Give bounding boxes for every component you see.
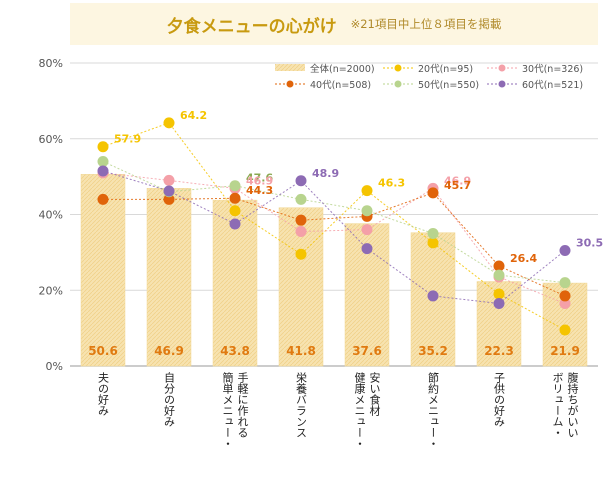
data-point bbox=[559, 277, 571, 289]
legend-marker bbox=[394, 80, 402, 88]
data-point bbox=[493, 260, 505, 272]
x-category-label: 手軽に作れる bbox=[236, 371, 249, 438]
data-point bbox=[493, 298, 505, 310]
x-category-label: 健康メニュー・ bbox=[353, 372, 366, 449]
bar-value-label: 50.6 bbox=[88, 344, 118, 358]
data-point bbox=[427, 227, 439, 239]
x-category-label: 腹持ちがいい bbox=[566, 371, 579, 438]
data-point bbox=[295, 193, 307, 205]
annotation-label: 26.4 bbox=[510, 252, 537, 265]
y-tick-label: 60% bbox=[39, 133, 63, 146]
annotation-label: 46.3 bbox=[378, 177, 405, 190]
data-point bbox=[229, 205, 241, 217]
bar-value-label: 43.8 bbox=[220, 344, 250, 358]
bar-value-label: 22.3 bbox=[484, 344, 514, 358]
x-category-label: 節約メニュー・ bbox=[427, 371, 440, 449]
data-point bbox=[163, 193, 175, 205]
x-category-label: 安い食材 bbox=[368, 371, 381, 416]
y-tick-label: 80% bbox=[39, 57, 63, 70]
annotation-label: 46.9 bbox=[444, 174, 471, 187]
x-category-label: 簡単メニュー・ bbox=[221, 371, 234, 449]
data-point bbox=[559, 324, 571, 336]
data-point bbox=[361, 205, 373, 217]
legend-label: 20代(n=95) bbox=[418, 64, 473, 75]
series-line bbox=[102, 122, 566, 331]
data-point bbox=[427, 237, 439, 249]
x-category-label: 自分の好み bbox=[163, 372, 176, 427]
y-tick-label: 0% bbox=[46, 360, 63, 373]
bar-value-label: 21.9 bbox=[550, 344, 580, 358]
bar bbox=[146, 188, 192, 367]
bar-value-label: 35.2 bbox=[418, 344, 448, 358]
annotation-label: 30.5 bbox=[576, 236, 603, 249]
data-point bbox=[97, 165, 109, 177]
series-line bbox=[103, 192, 566, 297]
series-line bbox=[102, 172, 566, 304]
x-category-label: 夫の好み bbox=[97, 372, 110, 416]
data-point bbox=[295, 248, 307, 260]
annotation-label: 57.9 bbox=[114, 133, 141, 146]
annotation-label: 46.9 bbox=[246, 174, 273, 187]
series-line bbox=[102, 161, 566, 284]
bar-value-label: 41.8 bbox=[286, 344, 316, 358]
legend-label: 40代(n=508) bbox=[310, 80, 371, 91]
data-point bbox=[295, 175, 307, 187]
data-point bbox=[295, 226, 307, 238]
legend-marker bbox=[394, 64, 402, 72]
data-point bbox=[295, 214, 307, 226]
annotation-label: 48.9 bbox=[312, 167, 339, 180]
annotation-label: 47.6 bbox=[246, 172, 273, 185]
y-tick-label: 20% bbox=[39, 284, 63, 297]
chart-subtitle: ※21項目中上位８項目を掲載 bbox=[350, 17, 502, 31]
data-point bbox=[559, 290, 571, 302]
legend-label: 50代(n=550) bbox=[418, 80, 479, 91]
chart-title: 夕食メニューの心がけ bbox=[166, 16, 337, 37]
legend-label: 全体(n=2000) bbox=[310, 63, 375, 75]
data-point bbox=[163, 185, 175, 197]
data-point bbox=[97, 141, 109, 153]
legend-label: 60代(n=521) bbox=[522, 80, 583, 91]
data-point bbox=[229, 218, 241, 230]
data-point bbox=[559, 298, 571, 310]
data-point bbox=[559, 244, 571, 256]
legend-marker bbox=[498, 80, 506, 88]
x-category-label: ボリューム・ bbox=[551, 372, 564, 438]
annotation-label: 64.2 bbox=[180, 109, 207, 122]
annotation-label: 45.7 bbox=[444, 179, 471, 192]
title-bar: 夕食メニューの心がけ ※21項目中上位８項目を掲載 bbox=[70, 3, 598, 45]
legend-label: 30代(n=326) bbox=[522, 64, 583, 75]
y-tick-label: 40% bbox=[39, 209, 63, 222]
data-point bbox=[361, 185, 373, 197]
data-point bbox=[163, 174, 175, 186]
x-category-label: 子供の好み bbox=[493, 372, 506, 427]
data-point bbox=[361, 224, 373, 236]
series-line bbox=[102, 170, 566, 305]
bar bbox=[80, 174, 126, 367]
bar-value-label: 46.9 bbox=[154, 344, 184, 358]
data-point bbox=[361, 243, 373, 255]
legend-swatch bbox=[275, 64, 305, 71]
data-point bbox=[427, 187, 439, 199]
annotation-label: 44.3 bbox=[246, 184, 273, 197]
legend-marker bbox=[498, 64, 506, 72]
data-point bbox=[97, 155, 109, 167]
data-point bbox=[493, 269, 505, 281]
data-point bbox=[163, 117, 175, 129]
data-point bbox=[427, 290, 439, 302]
data-point bbox=[229, 192, 241, 204]
data-point bbox=[493, 288, 505, 300]
legend-marker bbox=[286, 80, 294, 88]
bar-value-label: 37.6 bbox=[352, 344, 382, 358]
data-point bbox=[229, 180, 241, 192]
data-point bbox=[97, 193, 109, 205]
x-category-label: 栄養バランス bbox=[295, 371, 308, 438]
